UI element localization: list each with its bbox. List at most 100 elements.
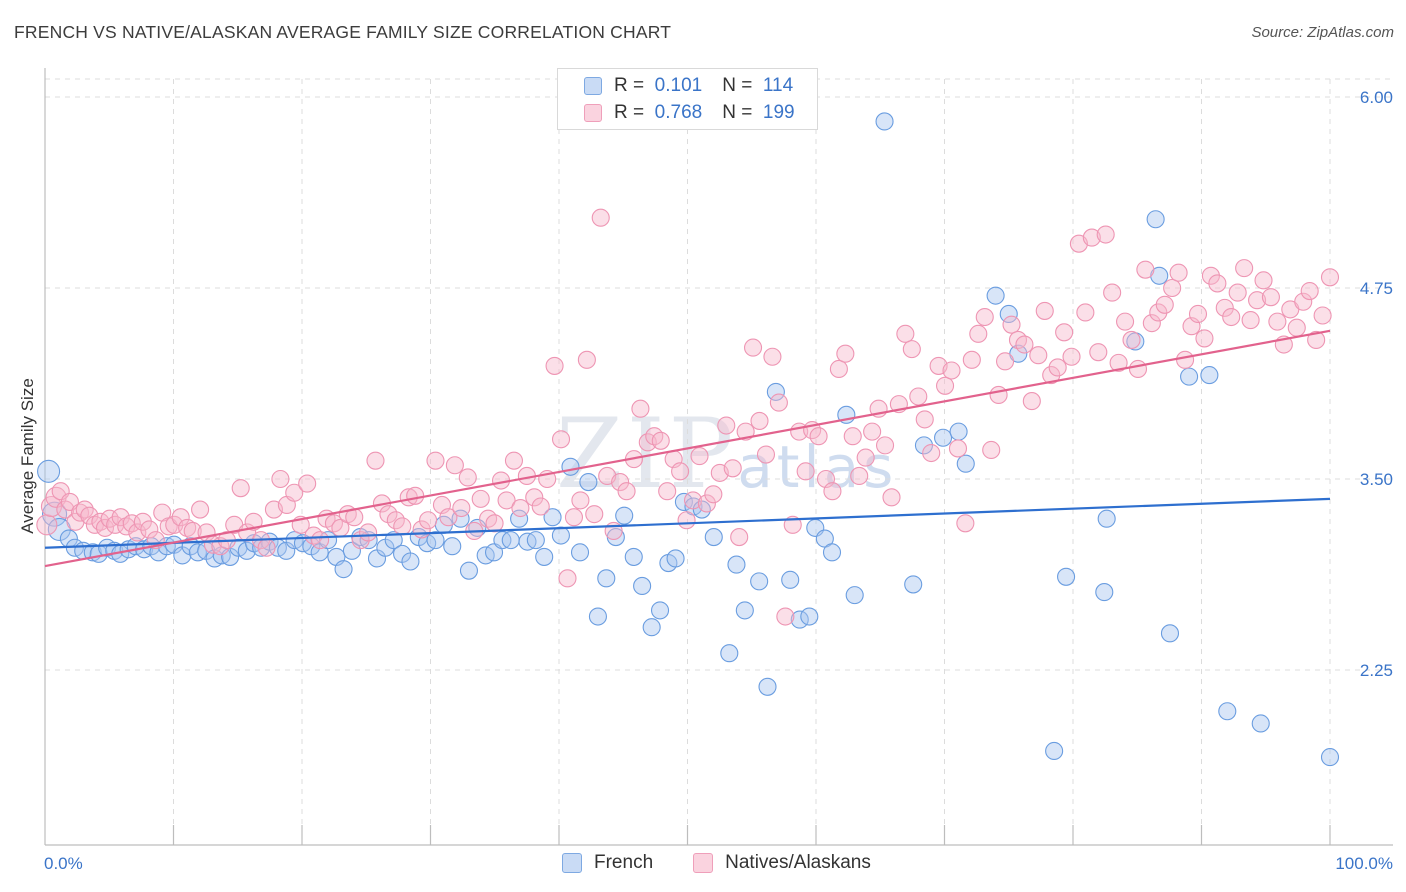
natives-point xyxy=(611,473,630,492)
stats-legend: R = 0.101 N = 114 R = 0.768 N = 199 xyxy=(557,68,818,130)
natives-point xyxy=(671,462,690,481)
natives-point xyxy=(1008,330,1028,350)
natives-point xyxy=(683,491,703,510)
natives-point xyxy=(75,500,94,519)
natives-point xyxy=(1294,292,1313,311)
natives-point xyxy=(452,498,471,518)
natives-point xyxy=(531,497,550,516)
natives-point xyxy=(257,538,276,557)
natives-point xyxy=(783,515,802,534)
natives-point xyxy=(1195,329,1214,348)
natives-point xyxy=(948,439,968,458)
natives-point xyxy=(915,410,934,429)
french-point xyxy=(875,112,894,131)
french-point xyxy=(674,492,693,511)
y-tick-label: 4.75 xyxy=(1360,279,1393,298)
natives-point xyxy=(1215,298,1234,317)
french-point xyxy=(1097,509,1116,528)
french-point xyxy=(501,531,520,550)
natives-point xyxy=(631,399,650,418)
natives-point xyxy=(1261,288,1280,307)
natives-point xyxy=(571,491,590,510)
natives-point xyxy=(311,531,330,550)
natives-point xyxy=(1109,353,1128,372)
natives-point xyxy=(850,466,869,485)
natives-trend-line xyxy=(44,329,1331,568)
natives-point xyxy=(989,385,1008,405)
french-point xyxy=(758,677,777,696)
natives-point xyxy=(975,307,994,327)
natives-point xyxy=(1300,282,1319,301)
natives-swatch xyxy=(584,104,602,122)
french-point xyxy=(47,517,71,541)
legend-french-label: French xyxy=(594,852,654,873)
natives-point xyxy=(902,340,921,359)
natives-point xyxy=(776,607,795,626)
french-point xyxy=(949,422,968,441)
natives-point xyxy=(717,416,736,435)
natives-point xyxy=(1042,366,1061,385)
french-point xyxy=(588,607,607,626)
legend-item-french[interactable]: French xyxy=(562,852,653,874)
french-point xyxy=(1095,583,1114,602)
natives-point xyxy=(304,526,323,545)
stats-row-french: R = 0.101 N = 114 xyxy=(584,73,793,99)
natives-point xyxy=(419,511,438,530)
natives-point xyxy=(1116,312,1135,331)
natives-point xyxy=(1136,260,1155,279)
natives-point xyxy=(896,324,915,343)
french-point xyxy=(642,618,661,637)
natives-point xyxy=(922,443,941,463)
french-point xyxy=(1251,714,1270,733)
natives-point xyxy=(704,485,723,504)
natives-point xyxy=(379,505,398,524)
french-point xyxy=(1160,624,1180,643)
natives-point xyxy=(140,520,159,539)
natives-point xyxy=(128,523,147,542)
natives-point xyxy=(36,514,58,536)
natives-point xyxy=(969,324,988,343)
axes xyxy=(44,68,1393,846)
natives-point xyxy=(1096,225,1115,244)
natives-point xyxy=(1268,312,1287,331)
natives-point xyxy=(359,523,378,542)
natives-point xyxy=(1022,392,1041,411)
natives-point xyxy=(1254,271,1273,290)
series-legend: French Natives/Alaskans xyxy=(562,852,911,874)
natives-point xyxy=(1035,301,1054,320)
french-point xyxy=(459,561,479,580)
legend-item-natives[interactable]: Natives/Alaskans xyxy=(693,852,871,874)
french-point xyxy=(822,543,842,562)
natives-point xyxy=(511,498,530,518)
natives-point xyxy=(458,468,477,487)
natives-point xyxy=(736,422,755,441)
natives-point xyxy=(697,494,716,513)
french-point xyxy=(735,601,754,620)
natives-point xyxy=(936,376,955,395)
natives-point xyxy=(876,436,895,455)
natives-point xyxy=(497,491,516,510)
natives-point xyxy=(1103,283,1122,302)
scatter-points xyxy=(36,112,1340,767)
natives-point xyxy=(1241,311,1260,330)
natives-point xyxy=(956,514,975,533)
natives-point xyxy=(426,451,445,470)
natives-point xyxy=(1163,278,1182,298)
natives-point xyxy=(730,528,749,547)
natives-point xyxy=(231,479,250,498)
natives-point xyxy=(1201,266,1220,285)
natives-point xyxy=(962,350,981,369)
french-point xyxy=(334,560,353,579)
natives-point xyxy=(298,474,317,493)
french-point xyxy=(401,552,420,571)
natives-point xyxy=(133,512,152,531)
natives-point xyxy=(1248,291,1267,310)
natives-point xyxy=(504,451,524,470)
natives-point xyxy=(1149,303,1168,322)
natives-point xyxy=(690,447,709,466)
legend-natives-label: Natives/Alaskans xyxy=(725,852,871,873)
natives-point xyxy=(445,456,464,475)
natives-point xyxy=(909,387,928,406)
french-point xyxy=(1320,748,1340,767)
french-r-label: R = xyxy=(614,75,645,96)
